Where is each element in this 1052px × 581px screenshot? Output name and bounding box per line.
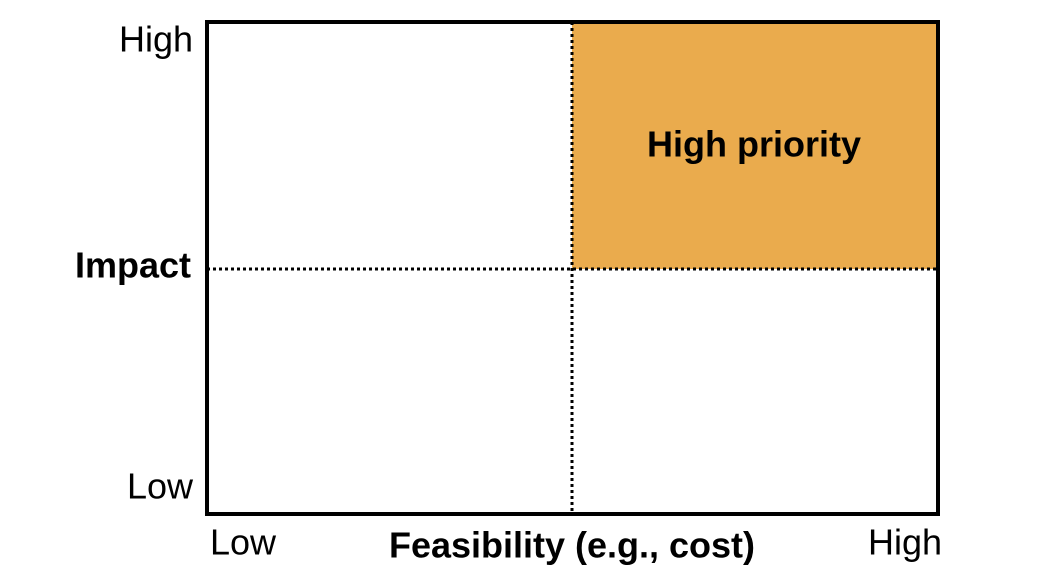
quadrant-label: High priority: [647, 124, 861, 165]
matrix-frame: [205, 20, 940, 516]
y-axis-label: Impact: [75, 245, 191, 286]
high-priority-quadrant: [572, 22, 938, 269]
x-high-label: High: [868, 522, 942, 563]
x-axis-label: Feasibility (e.g., cost): [389, 525, 755, 566]
y-low-label: Low: [127, 466, 194, 507]
x-low-label: Low: [210, 522, 277, 563]
y-high-label: High: [119, 19, 193, 60]
